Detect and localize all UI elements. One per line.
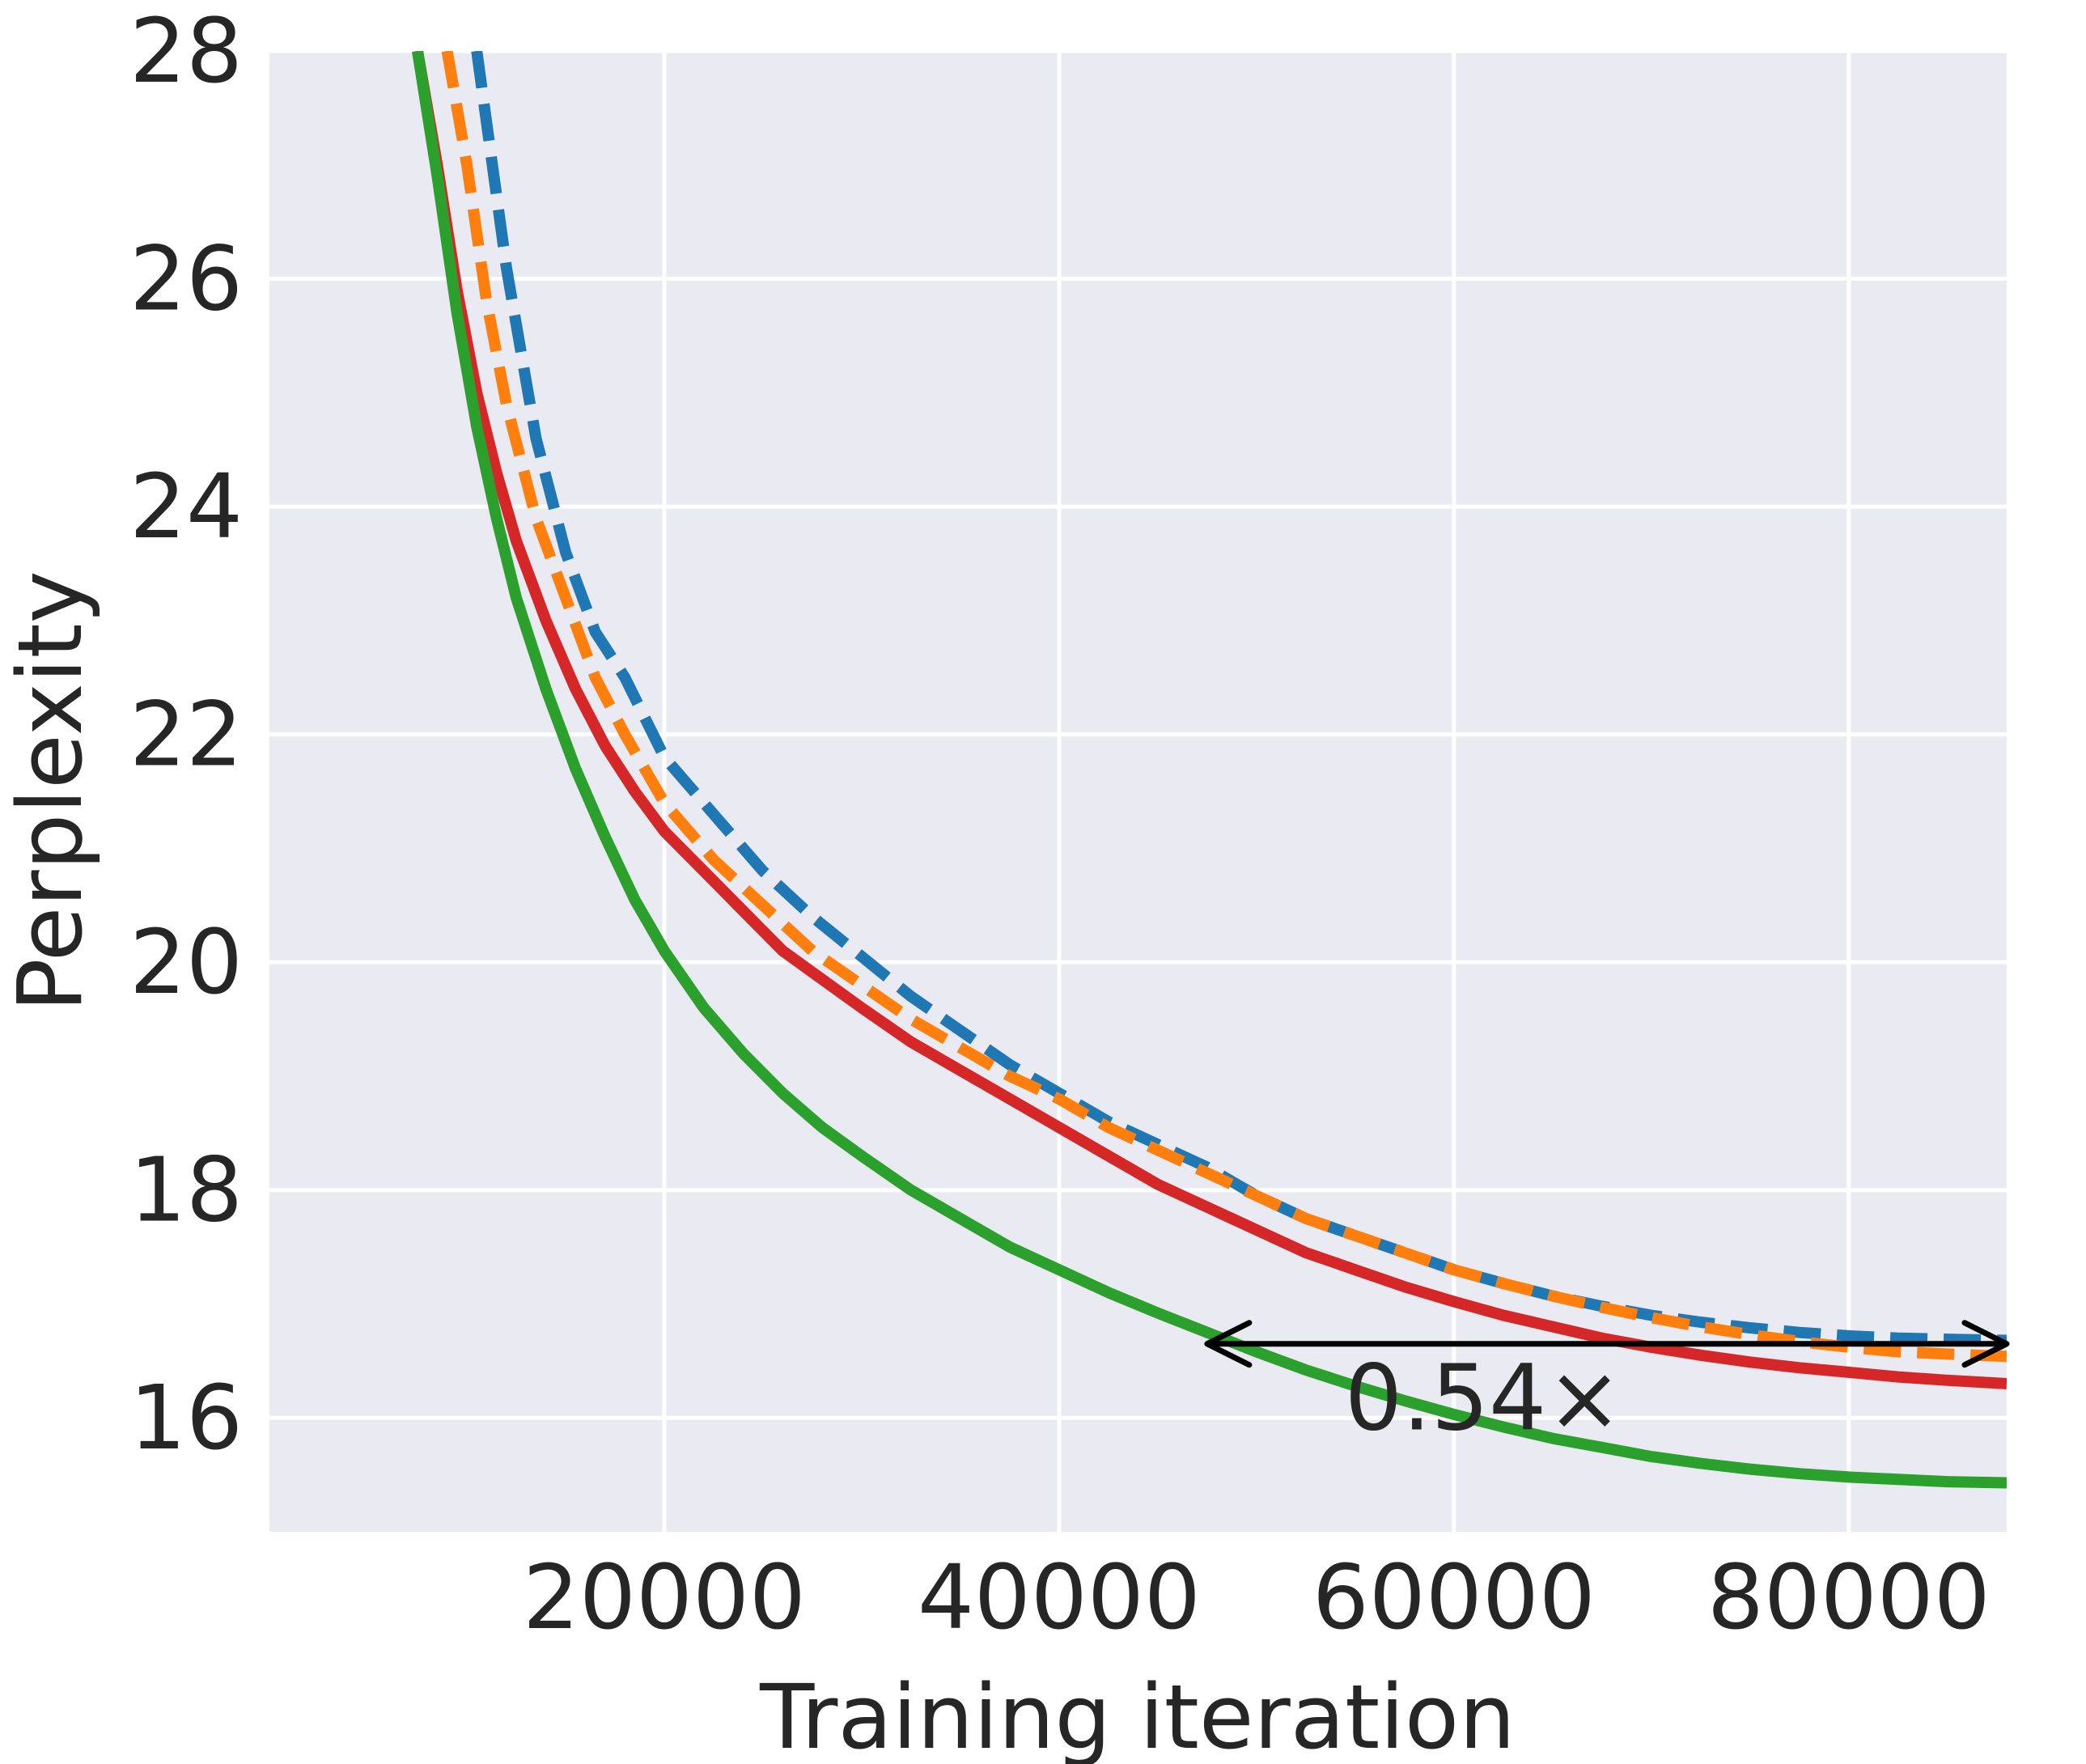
x-tick-labels: 20000 40000 60000 80000 [523, 1546, 1991, 1649]
annotation-label: 0.54× [1345, 1346, 1622, 1451]
y-tick-label: 22 [129, 683, 243, 787]
x-tick-label: 80000 [1707, 1546, 1991, 1649]
y-tick-label: 26 [129, 227, 243, 331]
annotation-arrowhead-right [1961, 1320, 2010, 1368]
annotation-arrowhead-left [1204, 1320, 1253, 1368]
y-tick-label: 20 [129, 910, 243, 1014]
series-lines [412, 51, 2007, 1489]
y-tick-label: 16 [129, 1366, 243, 1469]
series-line-2 [441, 51, 2007, 1363]
y-tick-label: 24 [129, 455, 243, 558]
plot-area [269, 51, 2007, 1532]
y-tick-label: 18 [129, 1139, 243, 1242]
series-line-4 [412, 51, 2007, 1489]
x-tick-label: 60000 [1312, 1546, 1596, 1649]
series-line-3 [412, 51, 2007, 1389]
annotation: 0.54× [1204, 1320, 2010, 1451]
y-tick-label: 28 [129, 0, 243, 103]
x-tick-label: 20000 [523, 1546, 806, 1649]
y-axis-label: Perplexity [0, 570, 102, 1011]
x-tick-label: 40000 [918, 1546, 1201, 1649]
x-axis-label: Training iteration [759, 1665, 1516, 1764]
y-tick-labels: 16 18 20 22 24 26 28 [129, 0, 243, 1469]
